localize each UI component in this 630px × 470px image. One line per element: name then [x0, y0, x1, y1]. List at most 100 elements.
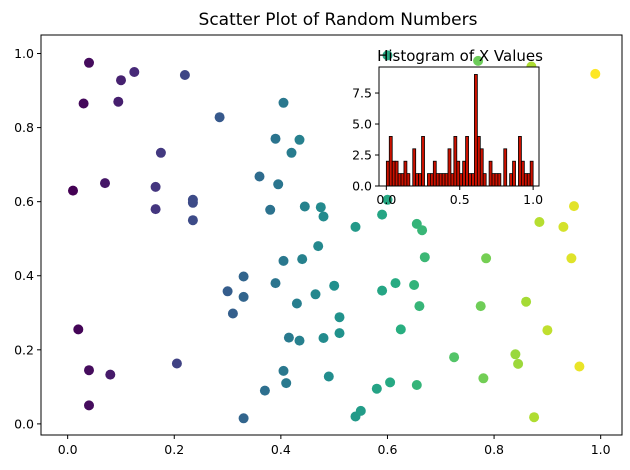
scatter-point [222, 286, 233, 297]
scatter-point [238, 291, 249, 302]
histogram-bar [447, 148, 452, 187]
histogram-bar [453, 136, 458, 187]
histogram-bar [415, 173, 420, 187]
inset-y-tick-label: 2.5 [352, 148, 372, 163]
scatter-point [273, 179, 284, 190]
histogram-bar [385, 160, 390, 187]
scatter-point [278, 97, 289, 108]
scatter-point [510, 349, 521, 360]
scatter-point [534, 217, 545, 227]
histogram-bar [518, 136, 522, 187]
histogram-bar [462, 160, 467, 187]
histogram-bar [529, 160, 534, 187]
scatter-point [84, 57, 94, 68]
scatter-point [574, 361, 585, 372]
scatter-point [449, 352, 460, 363]
scatter-point [73, 324, 84, 335]
scatter-point [286, 147, 297, 158]
histogram-bar [509, 173, 513, 187]
histogram-bar [450, 173, 455, 187]
scatter-point [278, 365, 289, 376]
scatter-point [417, 225, 428, 236]
histogram-bar [391, 160, 396, 187]
histogram-bar [412, 148, 417, 187]
scatter-point [214, 112, 225, 123]
scatter-point [481, 253, 492, 264]
scatter-point [334, 312, 345, 323]
histogram-bar [441, 173, 446, 187]
histogram-bar [479, 148, 484, 187]
scatter-point [310, 289, 321, 300]
histogram-bar [427, 173, 431, 187]
scatter-point [478, 373, 489, 384]
scatter-point [569, 201, 579, 212]
main-y-axis: 0.0 0.2 0.4 0.6 0.8 1.0 [14, 46, 41, 431]
scatter-point [116, 75, 126, 86]
histogram-bar [435, 173, 440, 187]
scatter-point [334, 328, 345, 339]
inset-y-axis: 0.0 2.5 5.0 7.5 [352, 86, 379, 194]
inset-y-tick-label: 5.0 [352, 117, 372, 132]
scatter-point [100, 178, 110, 189]
scatter-point [529, 412, 540, 423]
x-tick-label: 0.8 [484, 442, 504, 457]
scatter-point [299, 201, 310, 212]
scatter-point [409, 280, 420, 290]
scatter-point [473, 55, 484, 66]
scatter-point [414, 301, 425, 312]
x-tick-label: 0.2 [164, 442, 184, 457]
scatter-point [155, 147, 166, 158]
inset-plot-frame [378, 66, 540, 187]
histogram-bar [438, 173, 443, 187]
histogram-bar [474, 74, 478, 187]
scatter-point [278, 255, 289, 266]
scatter-point [105, 369, 116, 380]
scatter-point [542, 325, 553, 336]
histogram-bar [394, 160, 399, 187]
histogram-bar [482, 173, 487, 187]
histogram-bar [512, 160, 516, 187]
scatter-point [291, 298, 302, 309]
histogram-bar [526, 173, 531, 187]
scatter-point [150, 204, 161, 215]
histogram-bar [465, 136, 469, 187]
scatter-point [283, 332, 294, 343]
inset-x-tick-label: 0.5 [450, 192, 470, 207]
histogram-bar [456, 160, 461, 187]
histogram-bar [523, 173, 528, 187]
histogram-bar [432, 160, 437, 187]
inset-y-tick-label: 7.5 [352, 86, 372, 101]
scatter-point [558, 221, 569, 232]
scatter-point [313, 241, 324, 252]
scatter-point [385, 377, 396, 388]
scatter-point [371, 383, 382, 394]
scatter-point [390, 278, 401, 289]
scatter-point [377, 209, 388, 220]
y-tick-label: 0.6 [14, 194, 34, 209]
inset-x-tick-label: 0.0 [376, 192, 396, 207]
scatter-point [329, 280, 340, 291]
histogram-bar [520, 160, 525, 187]
inset-x-axis: 0.0 0.5 1.0 [376, 186, 543, 207]
scatter-point [297, 254, 308, 265]
scatter-point [355, 405, 366, 416]
scatter-point [475, 301, 486, 312]
scatter-point [171, 358, 182, 369]
histogram-bar [494, 173, 499, 187]
inset-x-tick-label: 1.0 [523, 192, 543, 207]
y-tick-label: 0.0 [14, 416, 34, 431]
histogram-bar [421, 136, 425, 187]
scatter-point [377, 285, 388, 296]
scatter-point [187, 197, 198, 208]
histogram-bar [397, 173, 402, 187]
x-tick-label: 0.6 [378, 442, 398, 457]
scatter-point [513, 358, 524, 369]
scatter-point [521, 296, 532, 307]
scatter-point [84, 365, 94, 376]
y-tick-label: 1.0 [14, 46, 34, 61]
scatter-point [238, 271, 249, 282]
main-x-axis: 0.0 0.2 0.4 0.6 0.8 1.0 [58, 435, 611, 457]
x-tick-label: 0.4 [271, 442, 291, 457]
scatter-point [281, 378, 292, 389]
